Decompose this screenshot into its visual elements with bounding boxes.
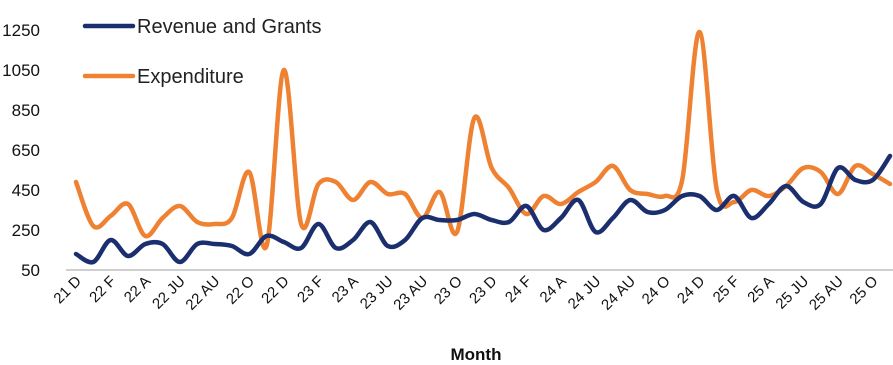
x-tick-label: 22 AU <box>182 273 223 314</box>
x-tick-label: 25 F <box>710 273 743 306</box>
x-tick-label: 24 JU <box>565 273 605 313</box>
y-tick-label: 250 <box>12 221 40 240</box>
series-line-expenditure <box>73 29 893 251</box>
x-tick-label: 21 D <box>50 273 85 308</box>
x-tick-label: 25 JU <box>773 273 813 313</box>
y-tick-label: 850 <box>12 101 40 120</box>
x-tick-label: 22 D <box>258 273 293 308</box>
legend: Revenue and Grants Expenditure <box>82 16 322 88</box>
x-tick-label: 25 AU <box>806 273 847 314</box>
x-tick-label: 24 F <box>502 273 535 306</box>
y-tick-label: 1050 <box>2 61 40 80</box>
x-tick-label: 23 F <box>294 273 327 306</box>
y-tick-label: 450 <box>12 181 40 200</box>
x-tick-label: 23 JU <box>357 273 397 313</box>
x-tick-label: 22 O <box>223 273 258 308</box>
x-tick-label: 23 O <box>431 273 466 308</box>
x-tick-label: 24 D <box>674 273 709 308</box>
y-axis: 50 250 450 650 850 1050 1250 <box>2 21 40 280</box>
x-tick-label: 22 JU <box>149 273 189 313</box>
x-tick-label: 23 AU <box>390 273 431 314</box>
y-tick-label: 1250 <box>2 21 40 40</box>
legend-label-revenue-and-grants: Revenue and Grants <box>137 16 322 38</box>
x-tick-label: 22 F <box>86 273 119 306</box>
x-tick-label: 23 D <box>466 273 501 308</box>
x-tick-label: 24 AU <box>598 273 639 314</box>
y-tick-label: 650 <box>12 141 40 160</box>
series-line-revenue-and-grants <box>73 153 893 265</box>
legend-label-expenditure: Expenditure <box>137 66 244 88</box>
series-layer <box>73 29 893 265</box>
x-tick-label: 24 O <box>639 273 674 308</box>
x-axis-label: Month <box>451 345 502 364</box>
y-tick-label: 50 <box>21 261 40 280</box>
x-tick-label: 25 O <box>846 273 881 308</box>
